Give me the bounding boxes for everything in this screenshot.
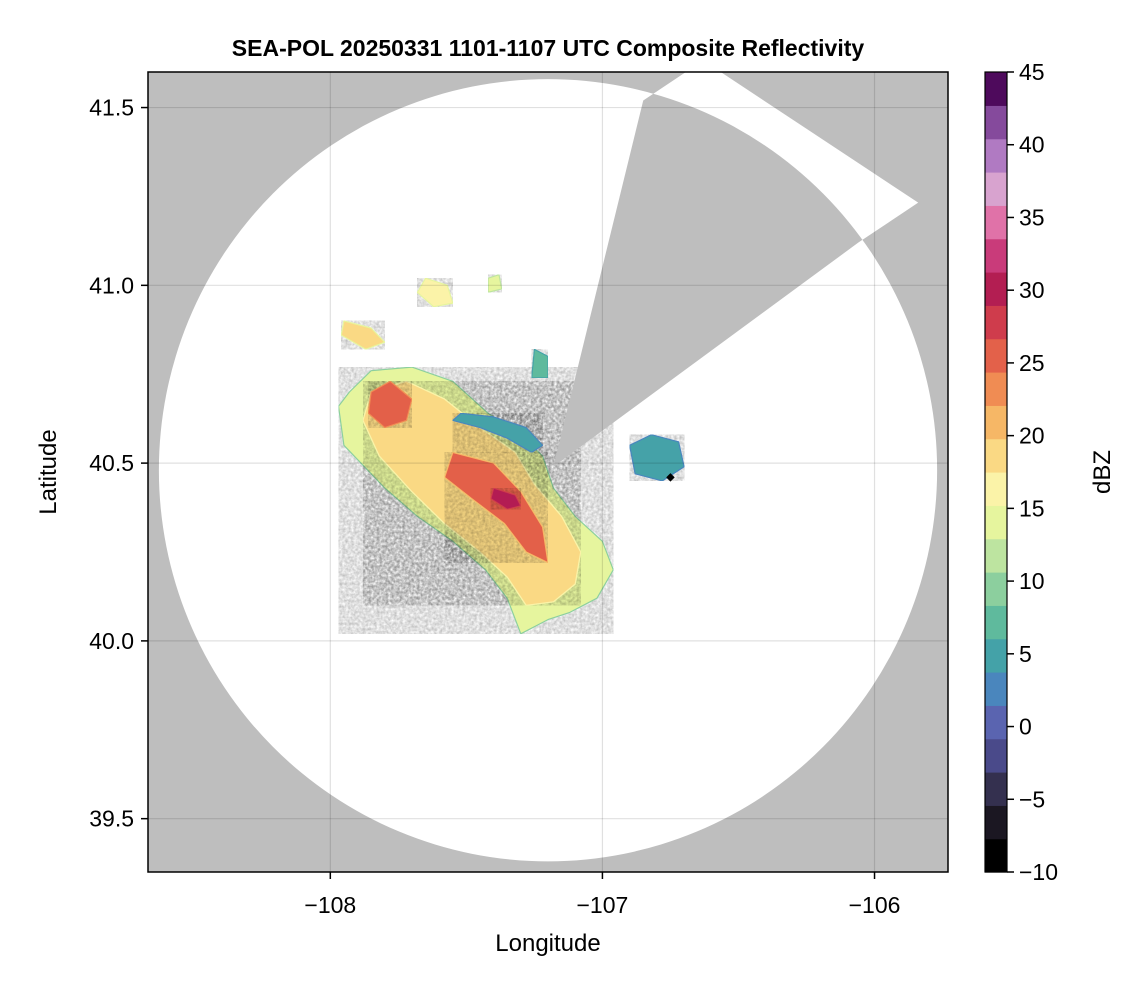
colorbar-segment [985,805,1007,840]
colorbar-segment [985,272,1007,306]
colorbar-tick-label: 0 [1019,714,1032,740]
y-tick-label: 41.0 [89,272,134,298]
colorbar-tick-label: 30 [1019,277,1045,303]
colorbar-segment [985,505,1007,540]
x-axis-ticks: −108 −107 −106 [304,872,900,918]
colorbar-frame [984,71,1008,873]
colorbar-segment [985,838,1007,873]
y-tick-label: 40.5 [89,450,134,476]
colorbar-tick-label: 5 [1019,641,1032,667]
colorbar-segment [985,172,1007,206]
reflectivity-echoes [337,274,685,635]
y-tick-label: 41.5 [89,95,134,121]
echo-east-cell-cluster [628,434,685,482]
colorbar-segment [985,105,1007,140]
y-tick-label: 40.0 [89,628,134,654]
x-tick-label: −108 [304,892,356,918]
colorbar-ticks: −10 −5 0 5 10 15 20 25 30 35 40 45 [1007,59,1058,885]
colorbar-tick-label: 10 [1019,568,1045,594]
y-tick-label: 39.5 [89,806,134,832]
colorbar-label: dBZ [1089,450,1116,494]
colorbar-tick-label: 25 [1019,350,1045,376]
colorbar-segment [985,205,1007,240]
colorbar-tick-label: 35 [1019,204,1045,230]
echo-main-storm-core-a [367,380,413,429]
echo-main-storm-core-b [444,451,549,564]
colorbar-segment [985,572,1007,606]
colorbar-tick-label: 40 [1019,132,1045,158]
colorbar-segment [985,772,1007,806]
plot-frame [147,71,949,873]
y-axis-ticks: 39.5 40.0 40.5 41.0 41.5 [89,95,148,832]
colorbar-segment [985,405,1007,440]
colorbar-segment [985,238,1007,273]
grid-lines [148,72,948,872]
x-tick-label: −107 [577,892,629,918]
colorbar [984,71,1008,873]
echo-northwest-cell [340,320,386,350]
x-axis-label: Longitude [495,930,600,957]
colorbar-tick-label: −10 [1019,859,1058,885]
colorbar-segment [985,305,1007,340]
colorbar-segment [985,338,1007,373]
colorbar-segment [985,705,1007,740]
colorbar-tick-label: 45 [1019,59,1045,85]
colorbar-segment [985,538,1007,573]
colorbar-segment [985,605,1007,640]
colorbar-segment [985,472,1007,506]
echo-northeast-cell [531,348,549,379]
radar-coverage-disk [158,72,938,862]
colorbar-tick-label: 15 [1019,495,1045,521]
echo-east-low-band [452,412,544,453]
site-marker [666,473,675,482]
chart-title: SEA-POL 20250331 1101-1107 UTC Composite… [232,35,865,61]
y-axis-label: Latitude [35,429,62,514]
echo-main-storm-core-max [490,487,522,510]
colorbar-segment [985,638,1007,673]
colorbar-segment [985,72,1007,106]
echo-north-cell-2 [487,274,503,293]
colorbar-segment [985,738,1007,773]
colorbar-tick-label: −5 [1019,786,1045,812]
colorbar-segment [985,372,1007,406]
colorbar-tick-label: 20 [1019,423,1045,449]
plot-area [148,72,948,872]
colorbar-segment [985,672,1007,706]
colorbar-segment [985,438,1007,473]
x-tick-label: −106 [849,892,901,918]
echo-north-cell-1 [416,277,454,308]
colorbar-segment [985,138,1007,173]
